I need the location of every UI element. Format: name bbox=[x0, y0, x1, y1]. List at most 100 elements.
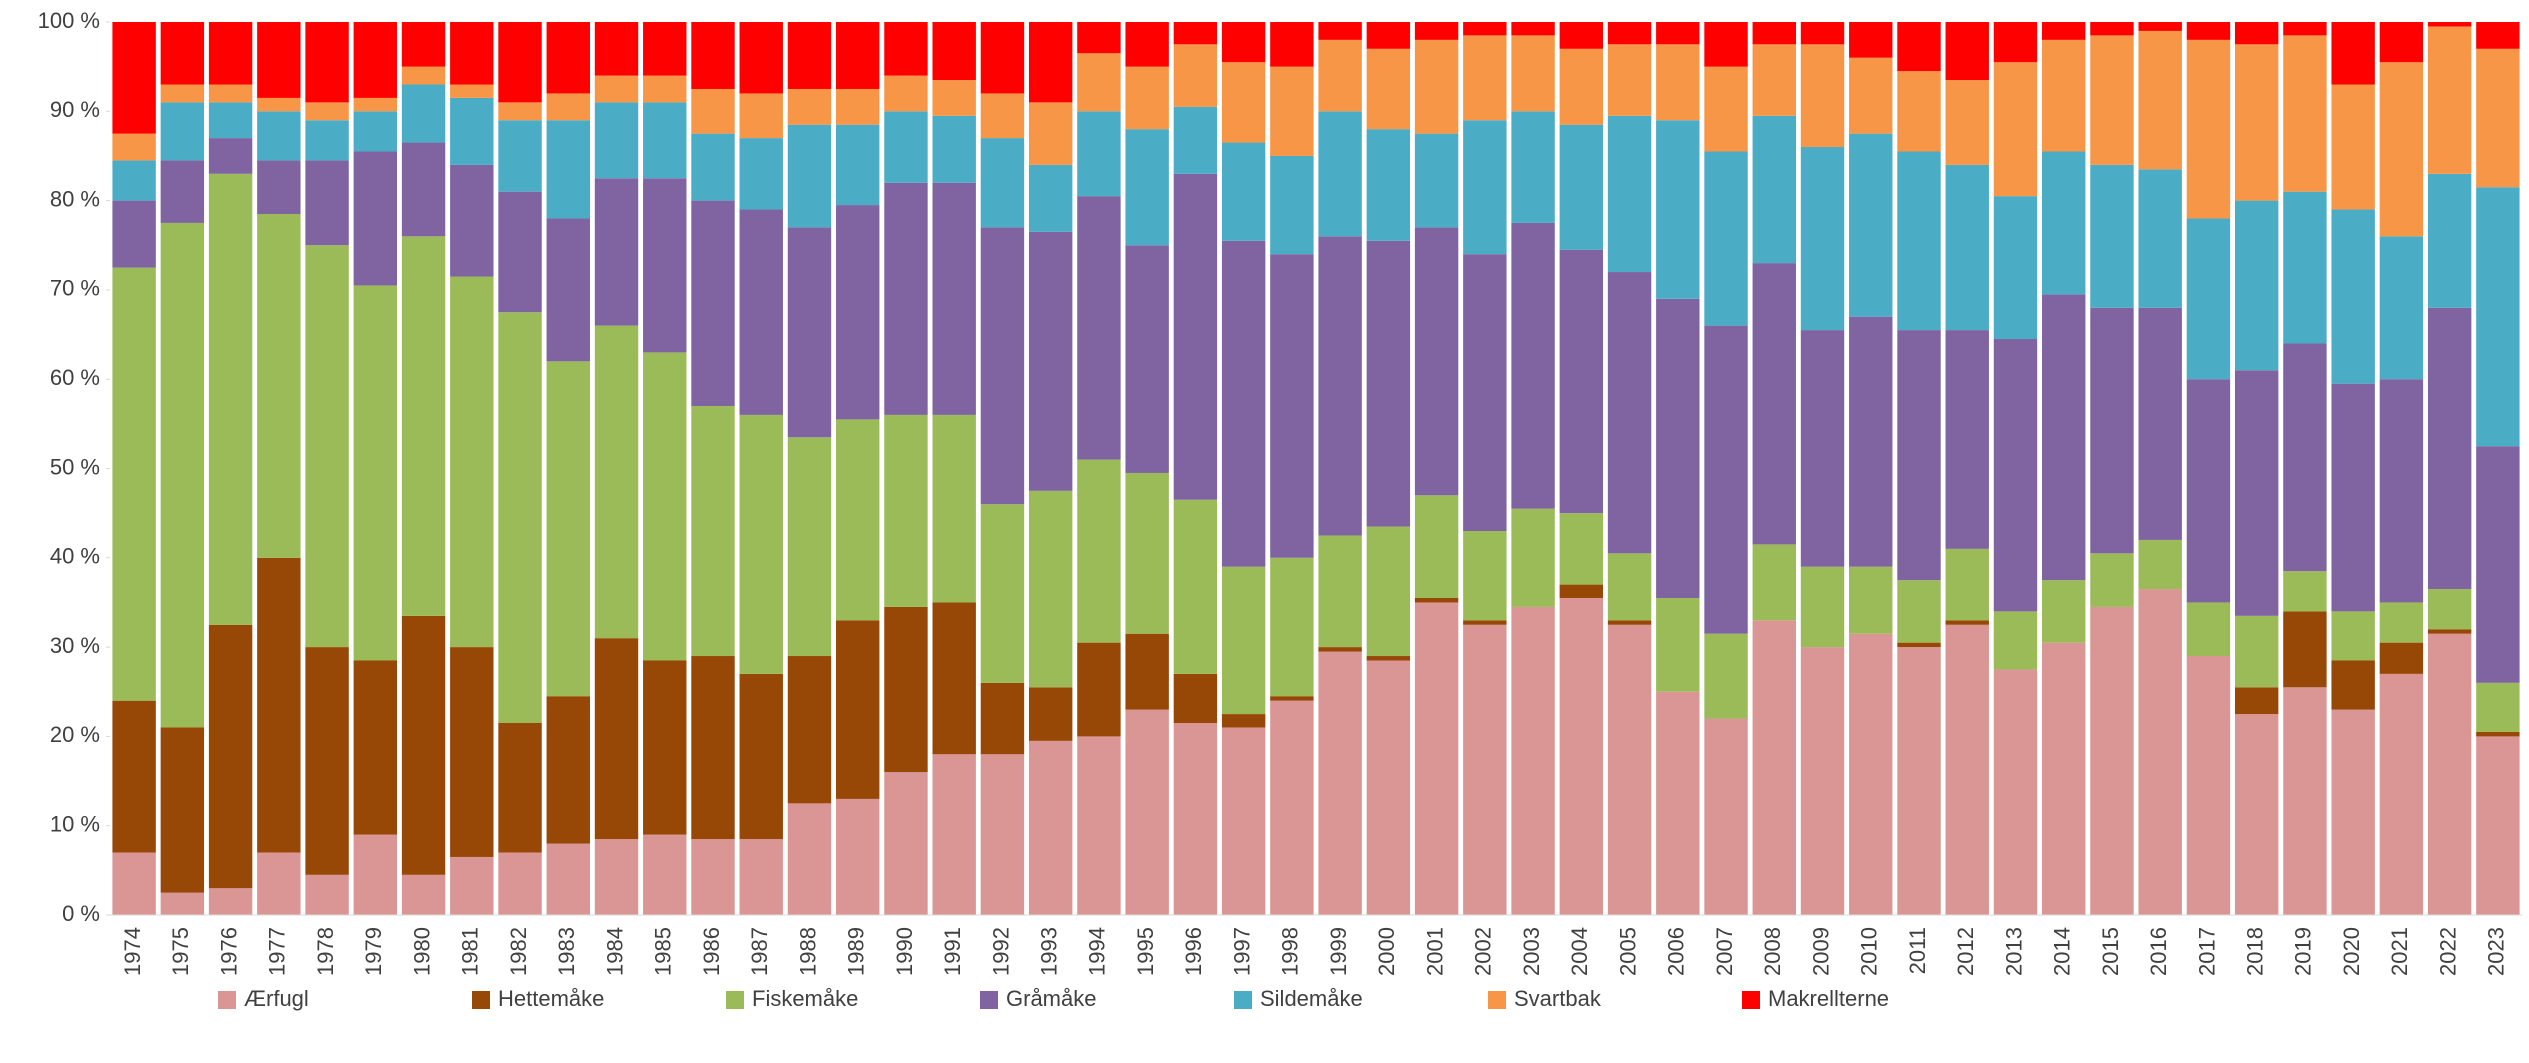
bar-segment bbox=[2186, 39, 2231, 219]
bar-segment bbox=[450, 84, 494, 98]
x-tick-label: 1990 bbox=[892, 927, 917, 976]
bar-segment bbox=[980, 504, 1025, 683]
bar-segment bbox=[1414, 133, 1459, 228]
bar-segment bbox=[2476, 682, 2520, 732]
bar-segment bbox=[1173, 173, 1218, 500]
bar-segment bbox=[1125, 66, 1169, 130]
bar-segment bbox=[1463, 120, 1507, 255]
legend-label: Svartbak bbox=[1514, 986, 1602, 1011]
bar-segment bbox=[1511, 508, 1555, 607]
bar-segment bbox=[643, 660, 687, 835]
bar-segment bbox=[1993, 611, 2038, 670]
y-tick-label: 0 % bbox=[62, 901, 100, 926]
bar-segment bbox=[2379, 379, 2424, 603]
x-tick-label: 1986 bbox=[699, 927, 724, 976]
bar-segment bbox=[353, 660, 398, 835]
x-tick-label: 2016 bbox=[2146, 927, 2171, 976]
bar-segment bbox=[546, 361, 590, 697]
bar-segment bbox=[1077, 459, 1121, 643]
bar-segment bbox=[1849, 22, 1893, 58]
bar-segment bbox=[1607, 553, 1652, 621]
bar-segment bbox=[594, 325, 639, 639]
bar-segment bbox=[1704, 66, 1748, 152]
legend-label: Fiskemåke bbox=[752, 986, 858, 1011]
bar-segment bbox=[1897, 330, 1941, 581]
bar-segment bbox=[1945, 330, 1989, 549]
bar-segment bbox=[112, 200, 156, 268]
legend-swatch bbox=[1742, 991, 1760, 1009]
bar-segment bbox=[112, 133, 156, 161]
bar-segment bbox=[450, 647, 494, 857]
bar-segment bbox=[2379, 62, 2424, 237]
bar-segment bbox=[2331, 22, 2375, 85]
bar-segment bbox=[1607, 22, 1652, 45]
bar-segment bbox=[836, 419, 880, 621]
bar-segment bbox=[2331, 84, 2375, 210]
bar-segment bbox=[1511, 111, 1555, 223]
bar-segment bbox=[1945, 80, 1989, 165]
bar-segment bbox=[2283, 571, 2327, 612]
bar-segment bbox=[2427, 589, 2472, 630]
bar-segment bbox=[1752, 115, 1796, 264]
legend-label: Gråmåke bbox=[1006, 986, 1096, 1011]
bar-segment bbox=[257, 852, 301, 915]
bar-segment bbox=[1028, 102, 1073, 165]
bar-segment bbox=[353, 111, 398, 152]
bar-segment bbox=[836, 88, 880, 125]
bar-segment bbox=[2476, 187, 2520, 447]
bar-segment bbox=[1607, 624, 1652, 915]
bar-segment bbox=[2427, 22, 2472, 27]
legend-label: Makrellterne bbox=[1768, 986, 1889, 1011]
bar-segment bbox=[2427, 629, 2472, 634]
bar-segment bbox=[739, 414, 783, 674]
bar-segment bbox=[1125, 709, 1169, 915]
bar-segment bbox=[594, 75, 639, 103]
bar-segment bbox=[1752, 44, 1796, 116]
bar-segment bbox=[208, 84, 253, 103]
y-tick-label: 60 % bbox=[50, 365, 100, 390]
bar-segment bbox=[305, 874, 349, 915]
x-tick-label: 1976 bbox=[216, 927, 241, 976]
bar-segment bbox=[932, 22, 976, 81]
bar-segment bbox=[1221, 22, 1266, 63]
x-tick-label: 2011 bbox=[1905, 927, 1930, 974]
x-tick-label: 1998 bbox=[1278, 927, 1303, 976]
bar-segment bbox=[2090, 606, 2134, 915]
bar-segment bbox=[1511, 222, 1555, 509]
bar-segment bbox=[2234, 615, 2279, 688]
bar-segment bbox=[787, 88, 832, 125]
bar-segment bbox=[2042, 39, 2086, 152]
x-tick-label: 2022 bbox=[2435, 927, 2460, 976]
bar-segment bbox=[1125, 129, 1169, 246]
x-tick-label: 2003 bbox=[1519, 927, 1544, 976]
bar-segment bbox=[1656, 120, 1700, 299]
bar-segment bbox=[2234, 714, 2279, 915]
x-tick-label: 1991 bbox=[940, 927, 965, 976]
bar-segment bbox=[2234, 22, 2279, 45]
legend-swatch bbox=[218, 991, 236, 1009]
bar-segment bbox=[2138, 169, 2182, 308]
bar-segment bbox=[546, 218, 590, 362]
bar-segment bbox=[1077, 111, 1121, 197]
bar-segment bbox=[546, 843, 590, 915]
legend-swatch bbox=[1488, 991, 1506, 1009]
x-tick-label: 1988 bbox=[795, 927, 820, 976]
bar-segment bbox=[1463, 22, 1507, 36]
bar-segment bbox=[836, 620, 880, 799]
bar-segment bbox=[160, 84, 205, 103]
bar-segment bbox=[980, 682, 1025, 755]
bar-segment bbox=[1849, 57, 1893, 134]
bar-segment bbox=[643, 352, 687, 661]
bar-segment bbox=[1366, 240, 1411, 527]
bar-segment bbox=[2186, 656, 2231, 915]
bar-segment bbox=[2331, 209, 2375, 384]
bar-segment bbox=[1318, 236, 1362, 536]
bar-segment bbox=[1077, 53, 1121, 112]
bar-segment bbox=[1028, 490, 1073, 688]
x-tick-label: 2004 bbox=[1567, 927, 1592, 976]
legend-swatch bbox=[472, 991, 490, 1009]
bar-segment bbox=[691, 22, 735, 89]
bar-segment bbox=[2379, 602, 2424, 643]
bar-segment bbox=[1270, 155, 1314, 255]
bar-segment bbox=[208, 138, 253, 174]
